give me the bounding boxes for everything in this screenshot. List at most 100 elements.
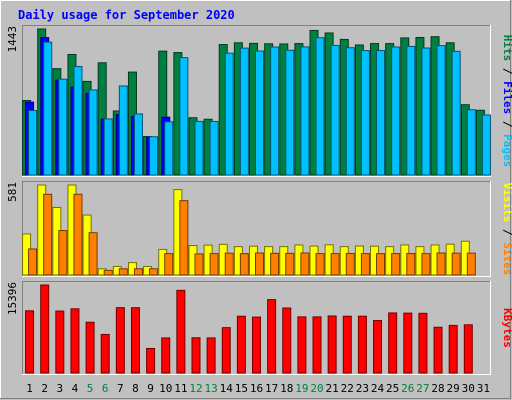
panel-hits-files-pages: 1443 Hits / Files / Pages — [6, 25, 512, 177]
bar-sites-day-18 — [285, 252, 295, 276]
bar-kbytes-day-20 — [312, 316, 322, 374]
x-tick-label-day-18: 18 — [280, 382, 293, 395]
bar-pages-day-24 — [376, 50, 386, 176]
bar-kbytes-day-14 — [221, 327, 231, 374]
x-tick-label-day-25: 25 — [386, 382, 399, 395]
bar-kbytes-day-3 — [55, 310, 65, 374]
x-tick-label-day-2: 2 — [41, 382, 48, 395]
x-tick-label-day-28: 28 — [431, 382, 444, 395]
panel-legend: Hits / Files / Pages — [501, 35, 512, 168]
bar-kbytes-day-27 — [418, 312, 428, 374]
bar-sites-day-1 — [28, 248, 38, 276]
bar-sites-day-23 — [360, 253, 370, 276]
bar-kbytes-day-19 — [297, 316, 307, 374]
bar-sites-day-14 — [224, 252, 234, 276]
legend-entry: / — [501, 222, 512, 242]
bar-pages-day-26 — [406, 45, 416, 176]
legend-entry: / — [501, 61, 512, 81]
x-tick-label-day-16: 16 — [250, 382, 263, 395]
x-tick-label-day-6: 6 — [102, 382, 109, 395]
x-tick-label-day-13: 13 — [204, 382, 217, 395]
bar-pages-day-3 — [58, 78, 68, 176]
bar-pages-day-19 — [300, 46, 310, 176]
x-tick-label-day-23: 23 — [356, 382, 369, 395]
bar-kbytes-day-5 — [85, 321, 95, 374]
bar-sites-day-15 — [239, 253, 249, 276]
x-tick-label-day-14: 14 — [220, 382, 234, 395]
bar-pages-day-28 — [436, 45, 446, 176]
bar-pages-day-13 — [209, 120, 219, 176]
bar-sites-day-9 — [149, 268, 159, 276]
x-tick-label-day-31: 31 — [477, 382, 490, 395]
bar-sites-day-16 — [255, 252, 264, 276]
bar-kbytes-day-23 — [357, 315, 367, 374]
bar-pages-day-12 — [194, 120, 204, 176]
legend-entry: Sites — [501, 242, 512, 275]
bar-kbytes-day-18 — [282, 307, 292, 374]
bar-kbytes-day-25 — [388, 312, 398, 374]
bar-pages-day-14 — [224, 52, 234, 176]
chart-panels: 1443 Hits / Files / Pages 581 Visits / Site… — [6, 25, 512, 375]
x-tick-label-day-27: 27 — [416, 382, 429, 395]
x-tick-label-day-4: 4 — [72, 382, 79, 395]
y-axis-max-label: 581 — [6, 182, 19, 202]
panel-legend: Visits / Sites — [501, 183, 512, 276]
x-tick-label-day-9: 9 — [147, 382, 154, 395]
x-tick-label-day-29: 29 — [447, 382, 460, 395]
bar-kbytes-day-15 — [236, 315, 246, 374]
bar-pages-day-16 — [255, 50, 264, 176]
bar-kbytes-day-21 — [327, 315, 337, 374]
bar-sites-day-8 — [133, 268, 143, 276]
panel-visits-sites: 581 Visits / Sites — [6, 181, 512, 277]
bar-kbytes-day-9 — [146, 347, 156, 374]
x-tick-label-day-21: 21 — [326, 382, 339, 395]
bar-sites-day-17 — [270, 252, 280, 276]
bar-kbytes-day-13 — [206, 337, 216, 374]
bar-sites-day-21 — [330, 253, 340, 276]
x-tick-label-day-20: 20 — [310, 382, 323, 395]
bar-pages-day-15 — [239, 47, 249, 176]
bar-pages-day-20 — [315, 37, 325, 176]
bar-sites-day-5 — [88, 232, 98, 276]
x-tick-label-day-7: 7 — [117, 382, 124, 395]
x-tick-label-day-22: 22 — [341, 382, 354, 395]
x-tick-label-day-24: 24 — [371, 382, 385, 395]
x-tick-label-day-5: 5 — [87, 382, 94, 395]
bar-kbytes-day-4 — [70, 308, 80, 374]
bar-sites-day-24 — [376, 253, 386, 276]
bar-sites-day-4 — [73, 193, 83, 276]
bar-sites-day-2 — [43, 193, 53, 276]
bar-pages-day-9 — [149, 136, 159, 176]
bar-kbytes-day-8 — [130, 307, 140, 374]
bar-sites-day-13 — [209, 253, 219, 276]
x-axis-day-labels: 1 2 3 4 5 6 7 8 9 10 11 12 13 14 15 16 17 18 19 20 21 22 23 24 2… — [26, 382, 490, 395]
bar-sites-day-6 — [103, 269, 113, 276]
y-axis-max-label: 15396 — [6, 282, 19, 315]
bar-kbytes-day-22 — [342, 315, 352, 374]
bar-kbytes-day-10 — [161, 337, 171, 374]
bar-sites-day-11 — [179, 200, 189, 276]
bar-pages-day-11 — [179, 57, 189, 176]
bar-kbytes-day-26 — [403, 312, 413, 374]
bar-pages-day-1 — [28, 110, 38, 176]
bar-sites-day-20 — [315, 253, 325, 276]
legend-entry: Files — [501, 81, 512, 114]
bar-pages-day-25 — [391, 46, 401, 176]
bar-pages-day-4 — [73, 66, 83, 176]
chart-title: Daily usage for September 2020 — [18, 8, 235, 22]
bar-pages-day-21 — [330, 44, 340, 176]
bar-sites-day-22 — [345, 252, 355, 276]
bar-pages-day-5 — [88, 89, 98, 176]
legend-entry: Hits — [501, 35, 512, 62]
legend-entry: Pages — [501, 134, 512, 167]
legend-entry: Visits — [501, 183, 512, 223]
bar-pages-day-23 — [360, 50, 370, 176]
y-axis-max-label: 1443 — [6, 26, 19, 53]
x-tick-label-day-3: 3 — [57, 382, 64, 395]
panel-legend: KBytes — [501, 308, 512, 348]
bar-sites-day-29 — [451, 252, 461, 276]
bar-pages-day-18 — [285, 49, 295, 176]
bar-kbytes-day-2 — [40, 284, 50, 374]
bar-kbytes-day-16 — [252, 316, 261, 374]
